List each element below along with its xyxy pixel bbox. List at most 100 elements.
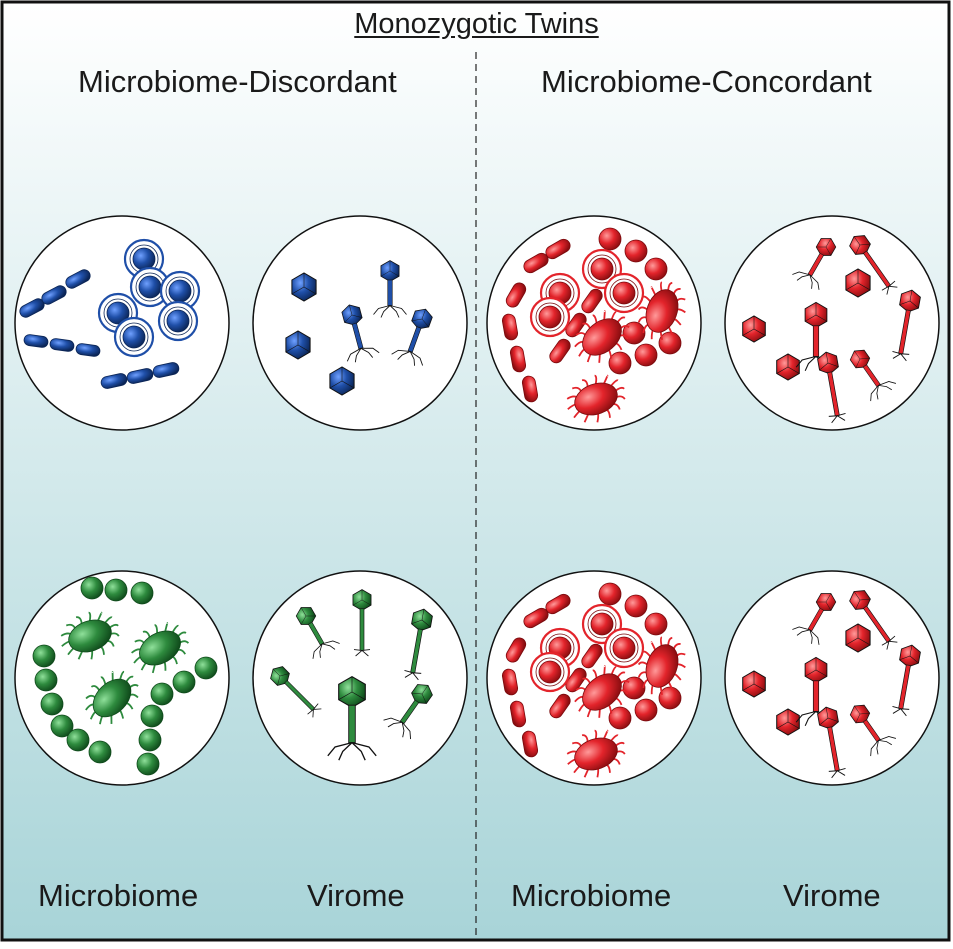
flagellated-bacterium	[637, 636, 686, 696]
tail-fiber	[831, 415, 838, 424]
tail-fiber	[837, 770, 846, 776]
tail-fiber	[404, 669, 413, 674]
capsid-facet	[825, 238, 832, 248]
tail-fiber	[900, 708, 910, 710]
coccus-cell	[104, 578, 128, 602]
bacteriophage	[849, 704, 897, 757]
tail-fiber	[355, 650, 363, 657]
rod-cell	[505, 282, 527, 308]
long-tailed-phage	[892, 644, 921, 717]
tail-fiber	[412, 672, 419, 681]
capsid-facet	[411, 692, 423, 695]
capsid-facet	[421, 609, 425, 621]
flagellated-bacterium	[60, 611, 120, 660]
coccus-cell	[34, 668, 58, 692]
capsid-facet	[853, 591, 861, 601]
coccus-cell	[150, 682, 174, 706]
rod-cell	[152, 362, 180, 378]
bacteriophage	[383, 684, 433, 740]
bacteriophage	[295, 607, 340, 659]
capsid-facet	[909, 655, 919, 664]
coccus-capsule-inner	[163, 306, 193, 336]
tail-fiber	[809, 274, 820, 290]
bacteriophage	[391, 308, 433, 366]
figure-title: Monozygotic Twins	[354, 8, 599, 40]
capsid-facet	[804, 314, 817, 322]
phage-tail	[359, 608, 365, 651]
rod-cell	[505, 637, 527, 663]
rod-cell	[75, 343, 101, 357]
tail-fiber	[346, 347, 362, 362]
capsid-facet	[855, 599, 861, 610]
tail-fiber	[888, 635, 896, 642]
column-label-microbiome-1: Microbiome	[38, 878, 199, 913]
tail-fiber	[387, 721, 403, 728]
tail-fiber	[312, 643, 323, 659]
bacterium-body	[582, 318, 622, 356]
coccus-cell	[122, 325, 146, 349]
coccus-cell	[50, 714, 74, 738]
tail-fiber	[828, 415, 838, 417]
capsid-facet	[816, 246, 827, 248]
coccus-cell	[590, 612, 614, 636]
tail-fiber	[837, 767, 846, 772]
coccus-cell	[138, 728, 162, 752]
coccus-cell	[644, 612, 668, 636]
bacterium-body	[645, 644, 679, 688]
tail-fiber	[397, 351, 411, 360]
tail-fiber	[312, 709, 314, 718]
capsid-facet	[300, 615, 307, 625]
capsid-facet	[279, 673, 290, 677]
capsid-facet	[859, 712, 870, 715]
panel-conc-twin2-microbiome	[486, 570, 702, 786]
tail-fiber	[360, 347, 380, 354]
flagellated-bacterium	[566, 374, 626, 423]
capsid-facet	[776, 366, 789, 374]
tail-fiber	[412, 672, 422, 674]
coccus-cell	[194, 656, 218, 680]
capsid-facet	[272, 668, 281, 677]
capsid-facet	[277, 675, 281, 686]
capsid-facet	[855, 713, 861, 723]
flagellated-bacterium	[131, 622, 190, 674]
capsid-facet	[300, 607, 307, 617]
coccus-cell	[608, 706, 632, 730]
tail-fiber	[828, 770, 838, 772]
capsid-facet	[827, 717, 839, 723]
panel-circle	[724, 570, 940, 786]
capsid-facet	[753, 683, 766, 691]
panel-conc-twin1-microbiome	[486, 215, 702, 431]
tail-fiber	[878, 736, 897, 741]
bacterium-body	[574, 382, 618, 416]
rod-cell	[545, 238, 571, 260]
capsid-facet	[909, 290, 913, 302]
coccus-cell	[106, 301, 130, 325]
bacterium-body	[582, 673, 622, 711]
capsid-facet	[351, 691, 366, 700]
coccus-cell	[168, 279, 192, 303]
rod-cell	[549, 693, 571, 719]
capsid-facet	[305, 615, 316, 617]
capsid-facet	[351, 314, 363, 318]
bacterium-body	[92, 678, 132, 718]
tail-fiber	[351, 742, 366, 761]
coccus-cell	[612, 281, 636, 305]
capsid-facet	[787, 366, 800, 374]
long-tailed-phage	[817, 706, 846, 779]
tail-fiber	[353, 649, 363, 651]
rod-cell	[521, 375, 539, 403]
tail-fiber	[401, 722, 405, 738]
tail-fiber	[870, 385, 879, 402]
bacteriophage	[792, 593, 837, 645]
tail-fiber	[401, 721, 412, 740]
capsid-facet	[344, 314, 353, 323]
capsid-facet	[845, 282, 859, 291]
coccus-cell	[88, 740, 112, 764]
tail-fiber	[795, 710, 817, 723]
bacteriophage	[792, 238, 837, 290]
group-label-concordant: Microbiome-Concordant	[541, 64, 872, 99]
flagellated-bacterium	[574, 310, 630, 363]
column-label-microbiome-2: Microbiome	[511, 878, 672, 913]
long-tailed-phage	[352, 589, 372, 657]
rod-cell	[23, 334, 49, 348]
